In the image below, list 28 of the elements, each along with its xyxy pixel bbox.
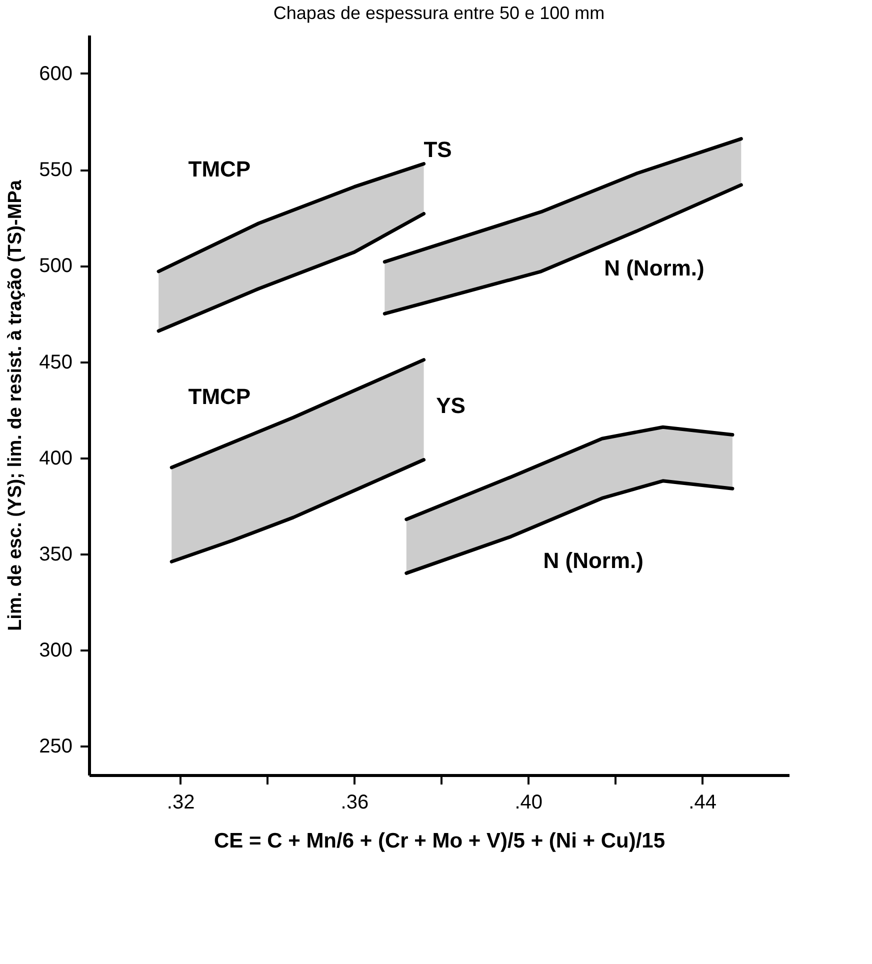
y-axis-title: Lim. de esc. (YS); lim. de resist. à tração (TS)-MPa [5, 180, 26, 631]
y-tick-label: 450 [39, 351, 72, 374]
chart-title: Chapas de espessura entre 50 e 100 mm [273, 3, 605, 23]
line-series [170, 358, 426, 470]
y-tick-label: 400 [39, 447, 72, 470]
annotation: TMCP [188, 384, 251, 410]
line-series [170, 458, 426, 564]
y-tick-label: 350 [39, 543, 72, 566]
line-series [404, 479, 734, 575]
x-tick-label: .40 [514, 792, 543, 814]
y-tick-label: 300 [39, 640, 72, 662]
y-tick-label: 600 [39, 62, 72, 85]
y-tick-label: 250 [39, 736, 72, 758]
line-series [156, 212, 426, 333]
x-tick-label: .32 [166, 792, 195, 814]
x-axis-title: CE = C + Mn/6 + (Cr + Mo + V)/5 + (Ni + Cu)/15 [214, 830, 666, 852]
line-series [156, 162, 426, 274]
line-series [404, 425, 734, 522]
annotation: TMCP [188, 156, 251, 182]
annotation: N (Norm.) [543, 548, 644, 574]
y-tick-label: 500 [39, 255, 72, 278]
annotation: N (Norm.) [604, 255, 704, 280]
line-series [382, 183, 743, 316]
annotation: YS [436, 392, 466, 418]
x-tick-label: .36 [340, 792, 369, 814]
y-tick-label: 550 [39, 159, 72, 182]
x-tick-label: .44 [688, 792, 716, 814]
annotation: TS [424, 136, 452, 162]
